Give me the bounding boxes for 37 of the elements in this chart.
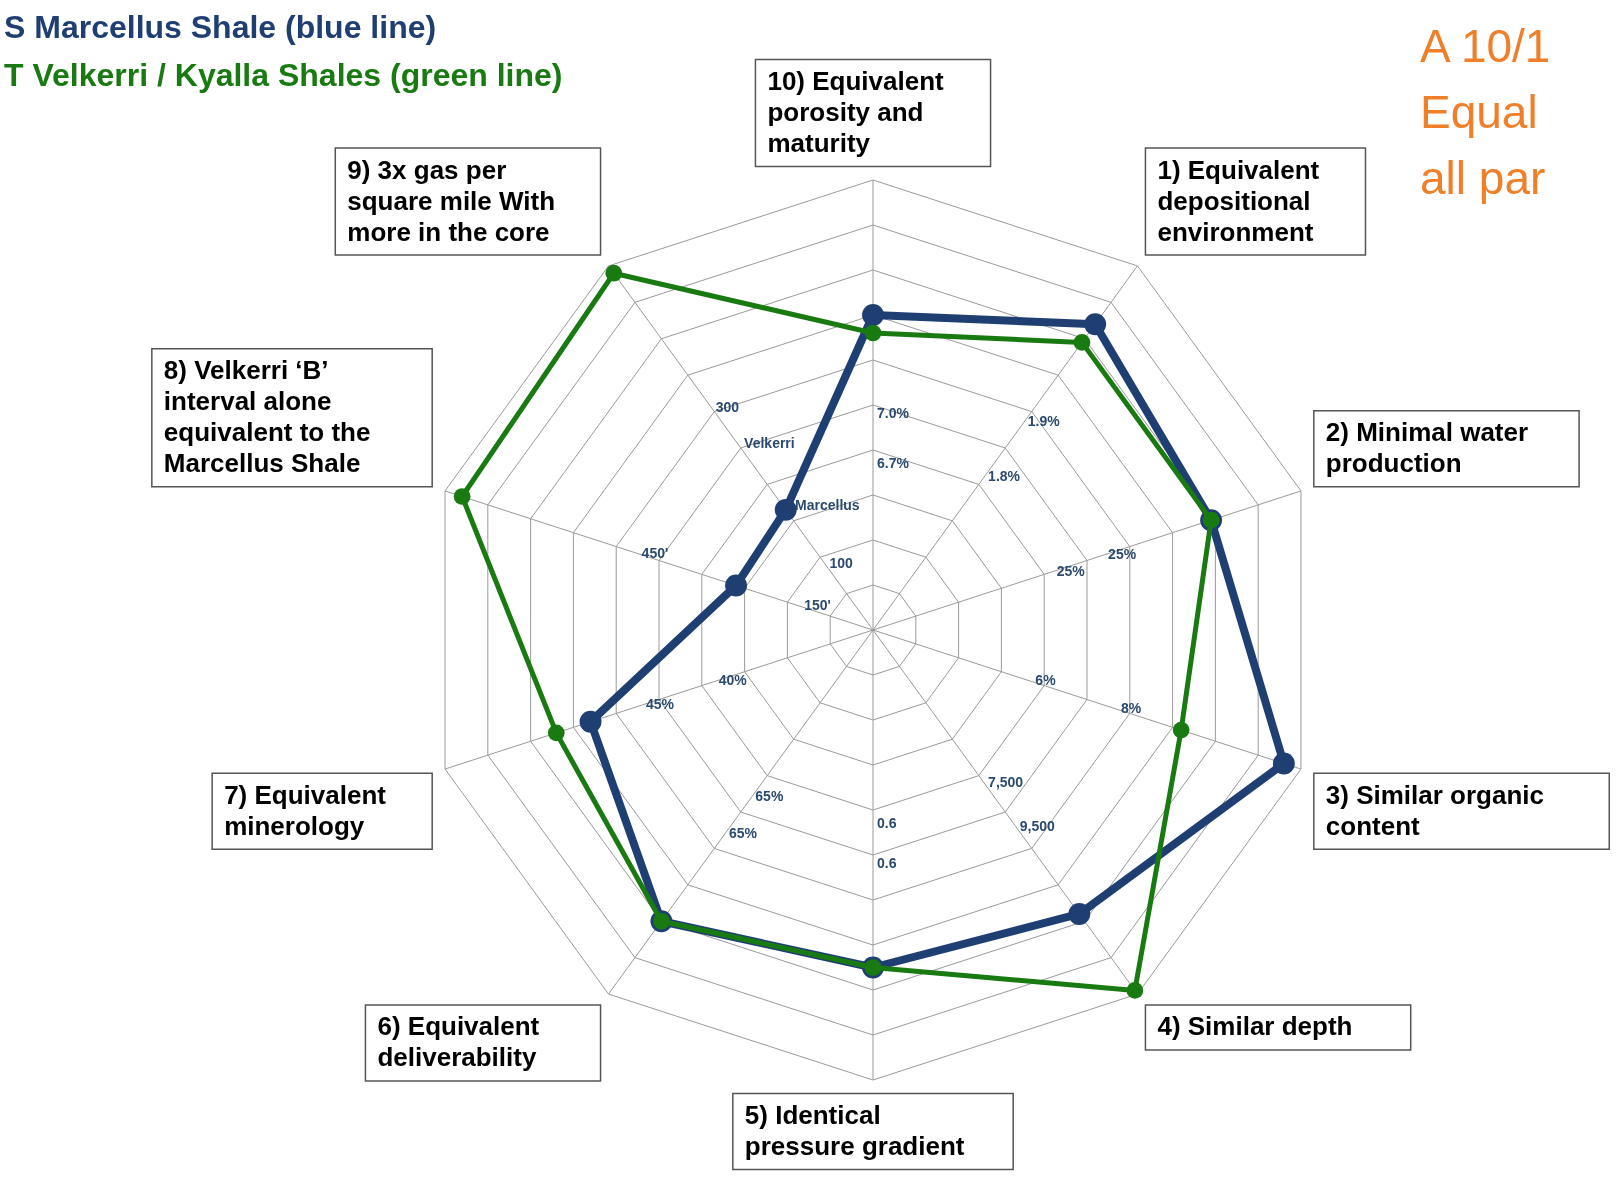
spoke-label: 6) Equivalent deliverability	[377, 1011, 540, 1073]
text: 65%	[728, 824, 758, 841]
text: 1.8%	[988, 468, 1021, 485]
text: 6.7%	[877, 454, 910, 471]
spoke-label: 3) Similar organic content	[1325, 779, 1544, 841]
text: Marcellus	[795, 497, 860, 514]
text: 25%	[1108, 545, 1137, 562]
spoke-label: 8) Velkerri ‘B’ interval alone equivalent to the Marcellus Shale	[163, 355, 371, 479]
spoke-label: 10) Equivalent porosity and maturity	[767, 66, 945, 158]
text: Velkerri	[744, 435, 795, 452]
text: 25%	[1056, 562, 1086, 579]
spoke-label: 5) Identical pressure gradient	[744, 1100, 965, 1161]
text: 7,500	[988, 773, 1024, 790]
text: 0.6	[877, 814, 897, 831]
spoke-label: 2) Minimal water production	[1325, 417, 1529, 479]
spoke-label: 9) 3x gas per square mile With more in the core	[347, 154, 556, 247]
text: 6%	[1035, 672, 1057, 689]
text: S Marcellus Shale (blue line)	[4, 9, 437, 45]
text: 450'	[641, 544, 669, 561]
text: 150'	[804, 597, 831, 614]
text: 1.9%	[1027, 413, 1061, 430]
text: 8%	[1120, 700, 1142, 717]
text: 40%	[718, 672, 748, 689]
spoke-label: 4) Similar depth	[1157, 1011, 1353, 1042]
text: all par	[1420, 152, 1546, 204]
text: 100	[829, 555, 853, 572]
text: 9,500	[1019, 817, 1056, 834]
text: A 10/1	[1420, 20, 1551, 72]
spoke-label: 7) Equivalent minerology	[224, 779, 387, 841]
text: 45%	[645, 696, 675, 713]
text: Equal	[1420, 86, 1538, 138]
text: 7.0%	[877, 405, 910, 421]
spoke-label: 1) Equivalent depositional environment	[1157, 154, 1320, 247]
text: 65%	[755, 788, 784, 805]
text: 0.6	[877, 855, 897, 871]
text: T Velkerri / Kyalla Shales (green line)	[4, 57, 563, 93]
text: 300	[715, 398, 740, 415]
